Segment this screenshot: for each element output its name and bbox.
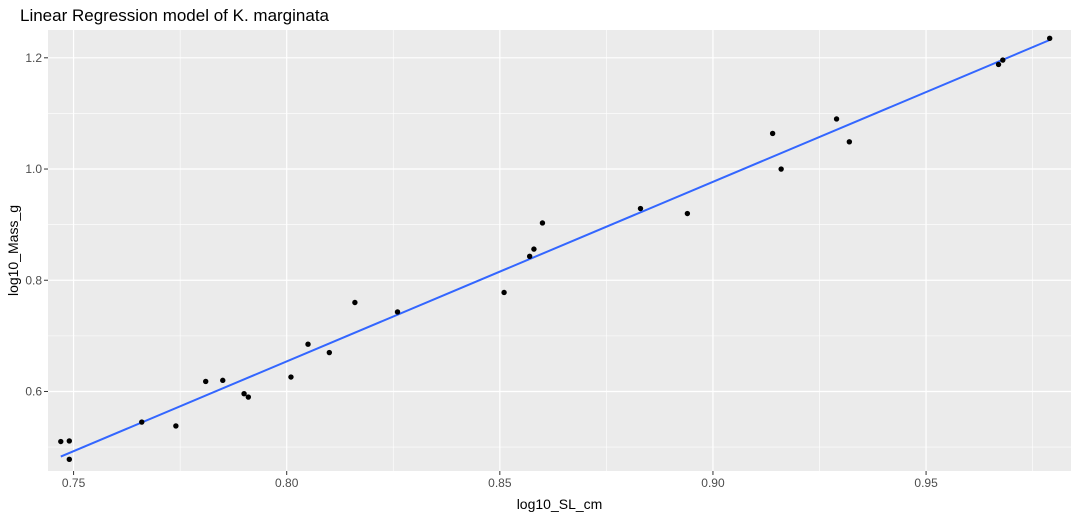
data-point: [769, 130, 776, 137]
data-point: [637, 205, 644, 212]
regression-line: [60, 39, 1051, 458]
data-point: [241, 390, 247, 397]
x-tick-label: 0.75: [62, 476, 86, 490]
data-point: [326, 349, 333, 356]
y-tick-label: 0.8: [25, 273, 42, 287]
data-point: [305, 341, 311, 347]
data-point: [1046, 35, 1053, 42]
data-point: [526, 253, 533, 260]
x-tick-label: 0.90: [701, 476, 725, 490]
minor-gridlines: [48, 30, 1071, 471]
x-axis-title: log10_SL_cm: [517, 496, 603, 512]
data-point: [833, 116, 840, 122]
data-point: [778, 166, 784, 172]
y-axis: 0.6 0.8 1.0 1.2: [25, 51, 48, 398]
major-gridlines: [48, 30, 1071, 471]
data-point: [501, 289, 507, 296]
data-point: [139, 419, 145, 425]
x-axis: 0.75 0.80 0.85 0.90 0.95: [62, 471, 938, 490]
data-point: [66, 456, 73, 463]
chart-title: Linear Regression model of K. marginata: [20, 6, 329, 25]
data-point: [58, 438, 64, 445]
data-point: [394, 309, 401, 315]
data-point: [846, 139, 853, 145]
y-tick-label: 1.2: [25, 51, 42, 65]
data-point: [66, 438, 73, 444]
data-point: [173, 423, 179, 429]
points-layer: [58, 35, 1053, 463]
data-point: [1000, 57, 1006, 63]
fit-layer: [60, 39, 1051, 458]
x-tick-label: 0.85: [488, 476, 512, 490]
x-tick-label: 0.80: [275, 476, 299, 490]
data-point: [245, 394, 252, 400]
data-point: [995, 61, 1002, 68]
y-axis-title: log10_Mass_g: [5, 205, 21, 296]
data-point: [352, 299, 358, 306]
data-point: [203, 378, 209, 385]
x-tick-label: 0.95: [914, 476, 938, 490]
data-point: [684, 210, 691, 217]
data-point: [220, 377, 226, 384]
data-point: [531, 246, 537, 252]
y-tick-label: 0.6: [25, 384, 42, 398]
data-point: [539, 220, 546, 226]
y-tick-label: 1.0: [25, 162, 42, 176]
data-point: [288, 374, 294, 380]
